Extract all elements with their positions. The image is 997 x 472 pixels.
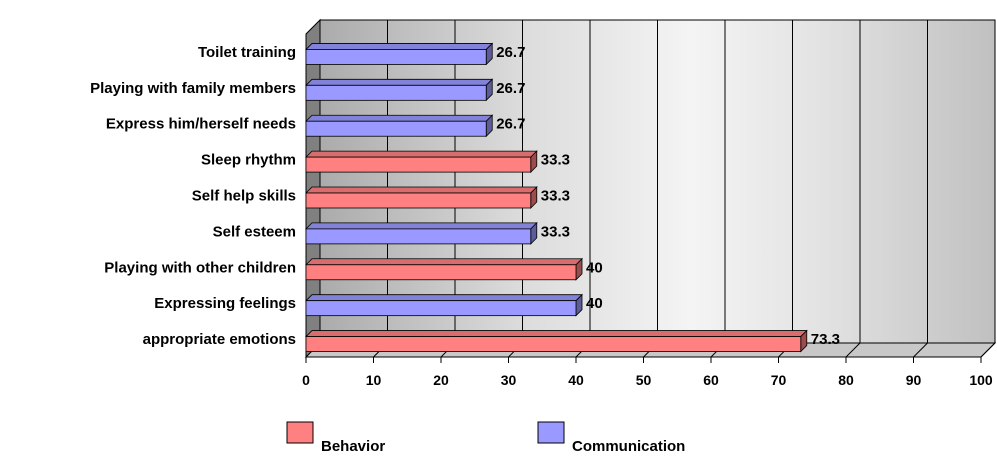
category-label: Self help skills: [192, 188, 296, 205]
bar: [305, 221, 538, 245]
data-labels: 26.7 26.7 26.7 33.3 33.3 33.3 40 40 73.3: [496, 44, 840, 348]
bar-top: [305, 330, 808, 337]
bar: [305, 150, 538, 174]
data-label: 33.3: [541, 152, 570, 169]
bar-front: [305, 192, 532, 209]
x-tick-label: 60: [703, 372, 719, 388]
category-label: Self esteem: [213, 223, 296, 240]
bar-top: [305, 222, 538, 230]
bar-front: [305, 49, 487, 65]
bar-top: [305, 43, 494, 50]
bar-top: [305, 78, 494, 86]
bar-front: [305, 228, 532, 245]
category-label: Playing with other children: [104, 259, 296, 276]
bar-front: [305, 156, 532, 173]
data-label: 33.3: [541, 188, 570, 205]
x-tick-label: 70: [771, 372, 787, 388]
category-label: Playing with family members: [90, 80, 296, 97]
bar-top: [305, 150, 538, 158]
bar-front: [305, 300, 577, 317]
bar-front: [305, 84, 487, 101]
bar-top: [305, 294, 583, 302]
legend: Behavior Communication: [286, 421, 685, 455]
bar: [305, 42, 494, 66]
x-axis: 0 10 20 30 40 50 60 70 80 90 100: [302, 356, 993, 388]
legend-label: Behavior: [321, 438, 385, 455]
floor-gridline: [845, 342, 861, 358]
category-label: appropriate emotions: [143, 331, 296, 348]
bar-top: [305, 186, 538, 194]
category-label: Sleep rhythm: [201, 152, 296, 169]
data-label: 40: [586, 295, 603, 312]
legend-item: Communication: [537, 421, 685, 455]
data-label: 26.7: [496, 116, 525, 133]
legend-label: Communication: [572, 438, 685, 455]
bar-front: [305, 264, 577, 281]
x-tick-label: 0: [302, 372, 310, 388]
x-tick-label: 100: [969, 372, 993, 388]
bar: [305, 78, 494, 102]
x-tick-label: 80: [838, 372, 854, 388]
category-label: Expressing feelings: [154, 295, 296, 312]
legend-swatch: [537, 421, 565, 444]
bar-front: [305, 120, 487, 137]
category-label: Express him/herself needs: [106, 116, 296, 133]
data-label: 26.7: [496, 44, 525, 61]
legend-item: Behavior: [286, 421, 385, 455]
data-label: 26.7: [496, 80, 525, 97]
bar: [305, 293, 583, 317]
data-label: 33.3: [541, 223, 570, 240]
category-label: Toilet training: [198, 44, 296, 61]
category-labels: Toilet training Playing with family membe…: [90, 44, 296, 348]
x-tick-label: 10: [366, 372, 382, 388]
data-label: 40: [586, 259, 603, 276]
x-tick-label: 40: [568, 372, 584, 388]
bars: [305, 42, 808, 353]
bar: [305, 257, 583, 281]
floor-gridline: [980, 342, 996, 358]
x-tick-label: 20: [433, 372, 449, 388]
bar-front: [305, 336, 802, 352]
bar-top: [305, 114, 494, 122]
x-tick-label: 90: [906, 372, 922, 388]
data-label: 73.3: [811, 331, 840, 348]
x-tick-label: 50: [636, 372, 652, 388]
bar-top: [305, 258, 583, 266]
floor-gridline: [913, 342, 928, 358]
legend-swatch: [286, 421, 314, 444]
bar: [305, 186, 538, 209]
bar: [305, 114, 494, 138]
x-tick-label: 30: [501, 372, 517, 388]
bar: [305, 329, 808, 353]
